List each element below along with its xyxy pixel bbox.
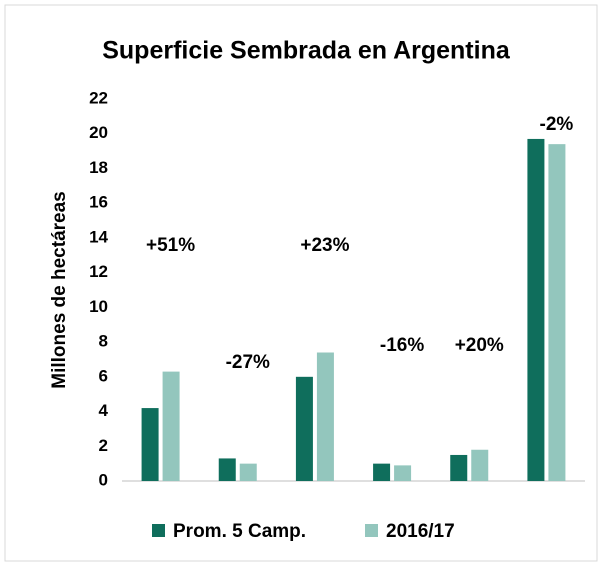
y-tick-label: 8 — [99, 332, 108, 351]
bar — [471, 450, 488, 481]
bar — [296, 377, 313, 481]
bar — [527, 139, 544, 481]
y-tick-label: 10 — [89, 297, 108, 316]
legend-swatch — [365, 524, 378, 537]
change-label: -2% — [540, 114, 574, 135]
bar — [548, 144, 565, 481]
bar — [163, 372, 180, 481]
change-label: +51% — [146, 235, 195, 256]
y-tick-label: 14 — [89, 227, 108, 246]
bar — [240, 464, 257, 481]
legend-label: 2016/17 — [386, 521, 455, 542]
chart-title: Superficie Sembrada en Argentina — [102, 37, 511, 65]
y-tick-label: 0 — [99, 470, 108, 489]
y-tick-label: 22 — [89, 88, 108, 107]
bar — [394, 465, 411, 481]
chart: Superficie Sembrada en Argentina Millone… — [0, 0, 604, 567]
legend-label: Prom. 5 Camp. — [173, 521, 306, 542]
y-axis-label: Millones de hectáreas — [49, 191, 70, 388]
y-tick-label: 12 — [89, 262, 108, 281]
y-tick-label: 20 — [89, 123, 108, 142]
change-label: -16% — [380, 335, 424, 356]
y-tick-label: 16 — [89, 193, 108, 212]
change-label: +23% — [300, 235, 349, 256]
legend-swatch — [152, 524, 165, 537]
y-tick-label: 6 — [99, 366, 108, 385]
bar — [373, 464, 390, 481]
change-label: +20% — [455, 335, 504, 356]
y-tick-label: 2 — [99, 436, 108, 455]
bar — [219, 458, 236, 481]
y-tick-label: 18 — [89, 158, 108, 177]
change-label: -27% — [226, 352, 270, 373]
bar — [142, 408, 159, 481]
bar — [317, 353, 334, 481]
y-tick-label: 4 — [99, 401, 109, 420]
bar — [450, 455, 467, 481]
